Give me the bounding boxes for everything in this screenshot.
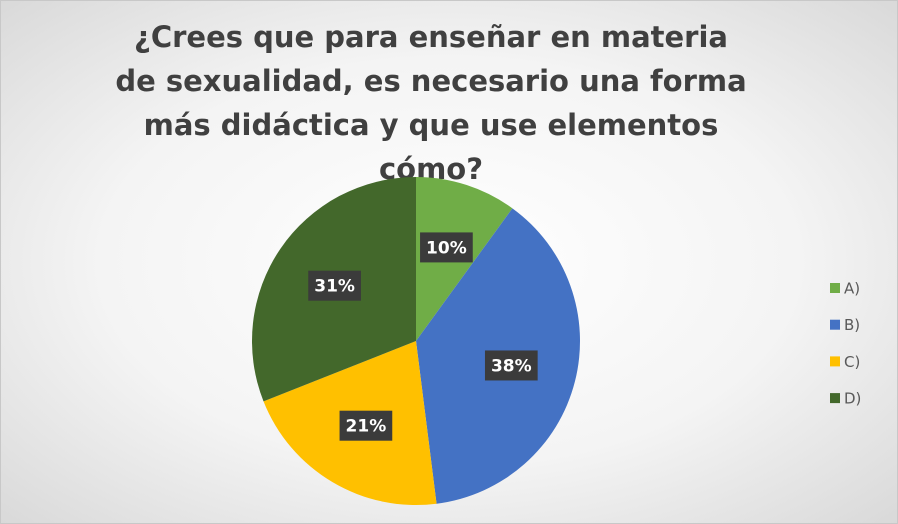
legend-label: D): [844, 390, 861, 408]
legend-label: C): [844, 353, 860, 371]
legend-label: B): [844, 316, 860, 334]
legend-label: A): [844, 280, 860, 298]
value-label: 31%: [314, 277, 355, 297]
legend-swatch: [830, 319, 840, 330]
legend-swatch: [830, 356, 840, 367]
value-label: 21%: [346, 417, 387, 437]
value-label: 38%: [491, 356, 532, 376]
chart-title: ¿Crees que para enseñar en materia de se…: [115, 20, 747, 186]
value-label-box: [484, 350, 538, 381]
value-label-box: [339, 410, 393, 441]
value-label: 10%: [426, 238, 467, 258]
legend-swatch: [830, 393, 840, 404]
legend-swatch: [830, 283, 840, 293]
value-label-box: [308, 270, 361, 301]
value-label-box: [420, 232, 473, 263]
